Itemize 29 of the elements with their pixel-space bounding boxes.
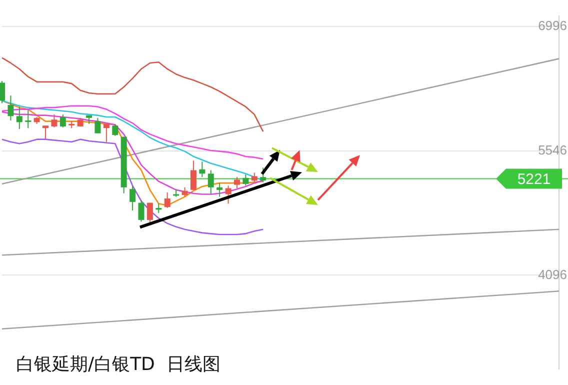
y-tick-label: 4096 — [538, 266, 567, 282]
candlestick — [164, 192, 170, 208]
candlestick — [208, 170, 214, 195]
candlestick — [94, 117, 101, 134]
text: 白银延期/白银TD 日线图 — [16, 353, 220, 376]
candlestick — [25, 110, 32, 129]
candlestick — [16, 106, 22, 130]
candlestick — [130, 185, 136, 212]
y-tick-label: 5546 — [538, 142, 567, 158]
candlestick — [216, 182, 223, 198]
candlestick — [60, 114, 66, 128]
candlestick — [138, 200, 144, 222]
candlestick — [112, 124, 118, 136]
candlestick — [199, 161, 206, 178]
candlestick — [260, 167, 266, 183]
candlestick — [225, 185, 232, 204]
candlestick — [190, 160, 196, 190]
candlestick — [42, 125, 49, 140]
ref-line-label: 5221 — [517, 170, 551, 188]
candlestick — [182, 186, 188, 198]
candlestick — [8, 95, 14, 121]
y-tick-label: 6996 — [538, 18, 567, 34]
candlestick — [234, 176, 240, 189]
candlestick — [0, 80, 5, 104]
candlestick — [51, 114, 58, 128]
candlestick — [103, 123, 110, 142]
candlestick — [251, 172, 258, 183]
candlestick — [242, 174, 249, 186]
candlestick — [146, 202, 153, 224]
